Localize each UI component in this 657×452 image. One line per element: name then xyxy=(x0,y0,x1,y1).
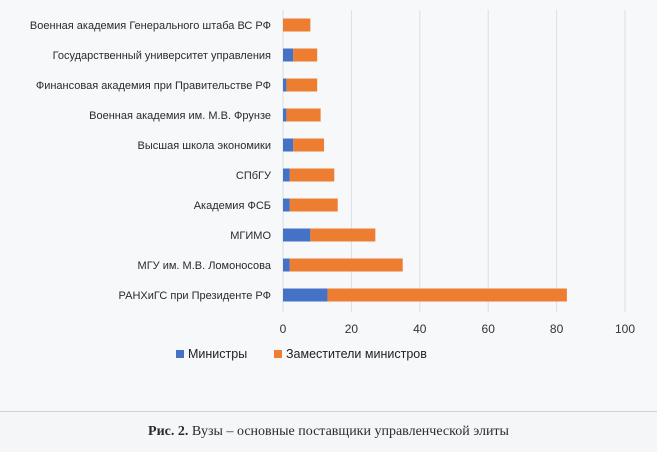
caption-text: Вузы – основные поставщики управленческо… xyxy=(188,424,509,439)
bar-deputy-ministers xyxy=(289,198,338,212)
category-label: Военная академия им. М.В. Фрунзе xyxy=(89,110,271,122)
category-label: РАНХиГС при Президенте РФ xyxy=(119,290,271,302)
x-tick-label: 80 xyxy=(550,322,564,336)
bar-ministers xyxy=(283,288,328,302)
legend-swatch xyxy=(274,350,282,358)
bar-deputy-ministers xyxy=(293,138,325,152)
category-label: МГИМО xyxy=(230,230,271,242)
category-label: Высшая школа экономики xyxy=(138,140,271,152)
chart-figure: Военная академия Генерального штаба ВС Р… xyxy=(29,10,636,361)
labels-layer: Военная академия Генерального штаба ВС Р… xyxy=(30,20,272,302)
legend-label: Заместители министров xyxy=(286,347,427,361)
x-tick-label: 100 xyxy=(615,322,635,336)
bar-ministers xyxy=(283,168,290,182)
ticks-layer: 0 20 40 60 80 100 xyxy=(280,322,636,336)
bar-deputy-ministers xyxy=(283,18,311,32)
legend-swatch xyxy=(176,350,184,358)
x-tick-label: 20 xyxy=(345,322,359,336)
bar-deputy-ministers xyxy=(289,168,335,182)
category-label: СПбГУ xyxy=(236,170,272,182)
bar-ministers xyxy=(283,138,294,152)
bar-ministers xyxy=(283,78,287,92)
bar-deputy-ministers xyxy=(289,258,403,272)
bars-layer xyxy=(283,18,567,302)
bar-ministers xyxy=(283,198,290,212)
legend: Министры Заместители министров xyxy=(176,347,427,361)
category-label: Государственный университет управления xyxy=(53,50,271,62)
category-label: Академия ФСБ xyxy=(194,200,271,212)
x-tick-label: 60 xyxy=(482,322,496,336)
bar-deputy-ministers xyxy=(286,108,321,122)
bar-ministers xyxy=(283,108,287,122)
bar-deputy-ministers xyxy=(327,288,567,302)
bar-ministers xyxy=(283,258,290,272)
chart-svg: Военная академия Генерального штаба ВС Р… xyxy=(30,10,636,361)
category-label: Финансовая академия при Правительстве РФ xyxy=(36,80,271,92)
x-tick-label: 40 xyxy=(413,322,427,336)
legend-label: Министры xyxy=(188,347,247,361)
bar-deputy-ministers xyxy=(293,48,318,62)
bar-ministers xyxy=(283,228,311,242)
bar-deputy-ministers xyxy=(310,228,376,242)
bar-deputy-ministers xyxy=(286,78,318,92)
category-label: МГУ им. М.В. Ломоносова xyxy=(138,260,272,272)
bar-ministers xyxy=(283,48,294,62)
x-tick-label: 0 xyxy=(280,322,287,336)
caption-label: Рис. 2. xyxy=(148,424,189,439)
category-label: Военная академия Генерального штаба ВС Р… xyxy=(30,20,271,32)
caption-separator xyxy=(0,411,657,412)
figure-caption: Рис. 2. Вузы – основные поставщики управ… xyxy=(0,424,657,440)
